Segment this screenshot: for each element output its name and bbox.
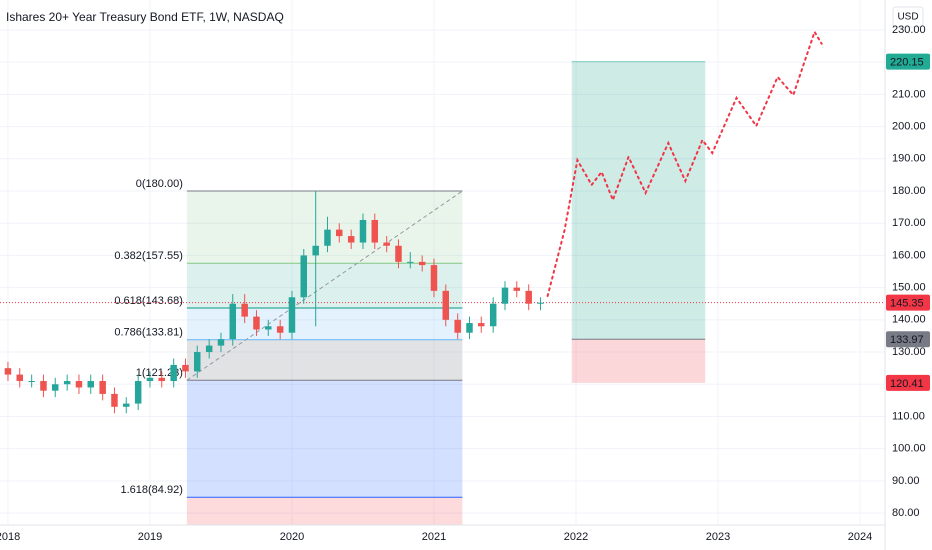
y-tick-label: 110.00: [892, 410, 925, 422]
candle-body: [158, 377, 165, 382]
candle-body: [537, 302, 544, 304]
candle-body: [170, 364, 177, 382]
candle-body: [418, 261, 426, 266]
candle-body: [253, 316, 260, 330]
candle-body: [40, 381, 47, 391]
candle-body: [16, 374, 23, 382]
loss-zone: [571, 339, 706, 383]
last-price-badge: [886, 294, 930, 311]
x-tick-label: 2022: [564, 531, 588, 543]
candle-body: [28, 381, 35, 383]
x-tick-label: 2019: [138, 531, 162, 543]
candle-body: [229, 303, 236, 340]
y-tick-label: 140.00: [892, 314, 926, 326]
candle-body: [525, 290, 532, 304]
candle-body: [513, 287, 521, 291]
profit-zone: [571, 61, 706, 340]
fib-label: 1.618(84.92): [120, 484, 182, 496]
candle-body: [217, 339, 225, 346]
candle-body: [430, 265, 438, 291]
y-tick-label: 100.00: [892, 443, 926, 455]
candle-body: [146, 377, 154, 382]
stop-label: 120.41: [890, 378, 924, 390]
fib-zone-below: [186, 497, 463, 525]
candle-body: [478, 323, 485, 327]
y-tick-label: 160.00: [892, 249, 926, 261]
candle-body: [359, 219, 367, 243]
fib-label: 0(180.00): [136, 178, 183, 190]
candle-body: [300, 255, 307, 298]
y-tick-label: 200.00: [892, 120, 926, 132]
y-tick-label: 180.00: [892, 185, 926, 197]
candle-body: [371, 219, 379, 243]
candle-body: [134, 381, 142, 404]
candle-body: [288, 297, 296, 333]
candle-body: [347, 236, 355, 243]
candle-body: [205, 345, 213, 353]
candle-body: [241, 303, 248, 317]
target-badge: [886, 53, 930, 70]
fib-zone: [186, 263, 463, 308]
fib-zone: [186, 339, 463, 381]
candle-body: [182, 364, 189, 372]
y-tick-label: 230.00: [892, 24, 926, 36]
x-tick-label: 2018: [0, 531, 20, 543]
projection-path: [546, 29, 823, 297]
fib-zone: [186, 307, 463, 340]
candle-body: [265, 326, 272, 330]
candle-body: [123, 403, 130, 407]
y-tick-label: 170.00: [892, 217, 926, 229]
fib-label: 0.382(157.55): [114, 250, 183, 262]
x-tick-label: 2021: [422, 531, 446, 543]
candle-body: [52, 384, 59, 391]
y-tick-label: 150.00: [892, 282, 926, 294]
candle-body: [442, 290, 450, 320]
candle-body: [276, 326, 284, 333]
candle-body: [466, 323, 473, 333]
candle-body: [395, 245, 402, 262]
candle-body: [312, 245, 319, 256]
candle-body: [99, 381, 106, 394]
y-tick-label: 210.00: [892, 88, 926, 100]
y-tick-label: 130.00: [892, 346, 926, 358]
y-tick-label: 80.00: [892, 507, 920, 519]
x-tick-label: 2024: [848, 531, 872, 543]
candle-body: [63, 381, 71, 385]
x-tick-label: 2020: [280, 531, 304, 543]
candle-body: [87, 381, 94, 388]
y-tick-label: 190.00: [892, 153, 926, 165]
candle-body: [501, 287, 509, 304]
currency-box[interactable]: [892, 6, 924, 28]
fib-zone: [186, 380, 463, 498]
fib-zone: [186, 190, 463, 264]
candle-body: [4, 368, 12, 375]
last-price-label: 145.35: [890, 298, 924, 310]
currency[interactable]: USD: [897, 12, 918, 23]
fib-label: 0.786(133.81): [114, 327, 183, 339]
candle-body: [336, 229, 343, 237]
candle-body: [75, 381, 83, 388]
candle-body: [454, 319, 461, 333]
entry-label: 133.97: [890, 334, 924, 346]
candle-body: [324, 229, 331, 246]
candle-body: [111, 393, 118, 407]
target-label: 220.15: [890, 57, 924, 69]
candle-body: [194, 352, 201, 372]
chart-title: Ishares 20+ Year Treasury Bond ETF, 1W, …: [6, 10, 284, 24]
entry-badge: [886, 331, 930, 348]
y-tick-label: 90.00: [892, 475, 920, 487]
candle-body: [383, 242, 390, 246]
candle-body: [407, 261, 414, 263]
fib-label: 0.618(143.68): [114, 295, 183, 307]
stop-badge: [886, 374, 930, 391]
x-tick-label: 2023: [706, 531, 730, 543]
candle-body: [489, 303, 497, 327]
plot-area: 0(180.00) 0.382(157.55) 0.618(143.68) 0.786…: [0, 0, 885, 525]
